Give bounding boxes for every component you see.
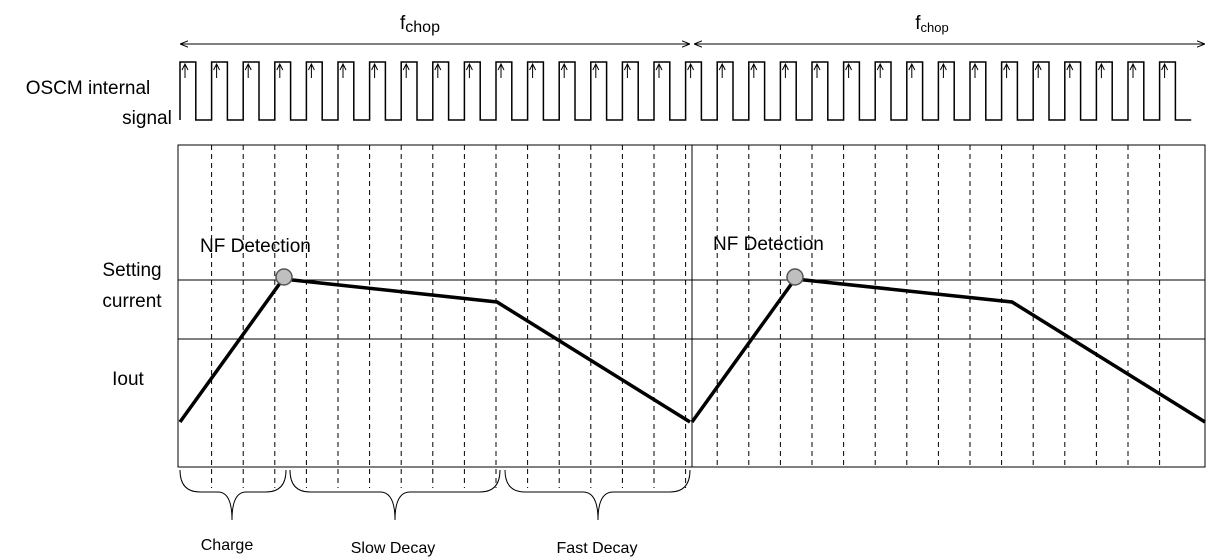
current-waveform bbox=[178, 277, 691, 424]
edge-arrow bbox=[718, 62, 726, 78]
grid bbox=[211, 145, 1161, 488]
phase-label: Fast Decay bbox=[557, 540, 638, 557]
square-wave bbox=[179, 61, 1192, 121]
edge-arrow bbox=[1129, 62, 1137, 78]
edge-arrow bbox=[750, 62, 758, 78]
brace bbox=[289, 469, 501, 521]
detection-label: NF Detection bbox=[713, 234, 824, 255]
signal-label: OSCM internal bbox=[26, 78, 151, 99]
signal-label: signal bbox=[122, 108, 172, 129]
phase-label: Charge bbox=[201, 537, 254, 554]
edge-arrow bbox=[876, 62, 884, 78]
edge-arrow bbox=[371, 62, 379, 78]
edge-arrow bbox=[276, 62, 284, 78]
edge-arrow bbox=[497, 62, 505, 78]
phase-label: Slow Decay bbox=[351, 540, 435, 557]
edge-arrow bbox=[434, 62, 442, 78]
edge-arrow bbox=[1034, 62, 1042, 78]
setting-label: current bbox=[102, 291, 162, 312]
edge-arrow bbox=[307, 62, 315, 78]
edge-arrow bbox=[1097, 62, 1105, 78]
edge-arrow bbox=[1161, 62, 1169, 78]
edge-arrow bbox=[213, 62, 221, 78]
edge-arrow bbox=[813, 62, 821, 78]
edge-arrow bbox=[623, 62, 631, 78]
edge-arrow bbox=[939, 62, 947, 78]
edge-arrow bbox=[592, 62, 600, 78]
edge-arrow bbox=[1003, 62, 1011, 78]
edge-arrow bbox=[402, 62, 410, 78]
detection-label: NF Detection bbox=[200, 236, 311, 257]
chop-label: fchop bbox=[400, 13, 440, 36]
current-waveform bbox=[690, 277, 1206, 424]
edge-arrow bbox=[908, 62, 916, 78]
detection-point bbox=[786, 268, 804, 286]
edge-arrow bbox=[1066, 62, 1074, 78]
edge-arrow bbox=[339, 62, 347, 78]
brace bbox=[179, 469, 287, 521]
edge-arrow bbox=[845, 62, 853, 78]
square-line bbox=[179, 61, 1192, 121]
edge-arrow bbox=[971, 62, 979, 78]
brace bbox=[504, 469, 691, 521]
edge-arrow bbox=[529, 62, 537, 78]
detection-point bbox=[275, 268, 293, 286]
edge-arrow bbox=[244, 62, 252, 78]
chop-label: fchop bbox=[915, 13, 948, 35]
edge-arrow bbox=[687, 62, 695, 78]
iout-label: Iout bbox=[112, 369, 144, 390]
edge-arrow bbox=[181, 62, 189, 78]
edge-arrow bbox=[781, 62, 789, 78]
edge-arrow bbox=[560, 62, 568, 78]
edge-arrow bbox=[465, 62, 473, 78]
edge-arrow bbox=[655, 62, 663, 78]
setting-label: Setting bbox=[102, 260, 161, 281]
